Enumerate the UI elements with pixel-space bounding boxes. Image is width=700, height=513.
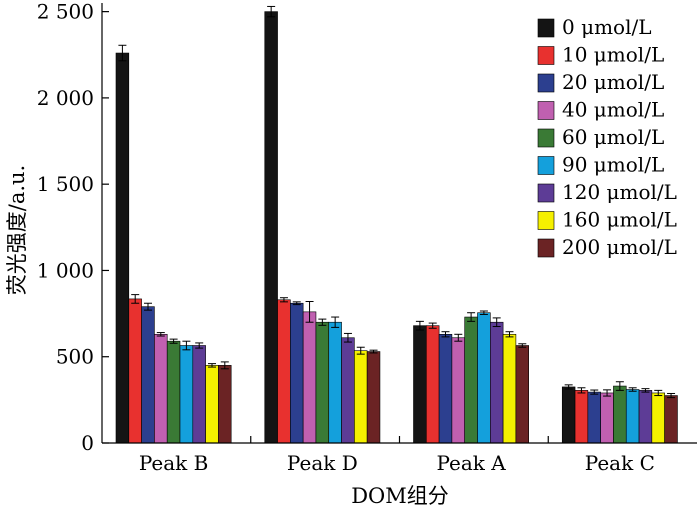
bar (574, 390, 589, 444)
bar (438, 333, 453, 444)
bar (561, 386, 576, 444)
x-axis-label: DOM组分 (351, 484, 449, 508)
bar (218, 365, 232, 444)
legend-swatch (537, 46, 555, 65)
legend-label: 90 μmol/L (562, 153, 664, 177)
legend-label: 0 μmol/L (562, 15, 652, 39)
bar (600, 392, 614, 444)
y-axis-label: 荧光强度/a.u. (5, 165, 29, 295)
x-tick-label: Peak B (139, 451, 209, 475)
x-tick-label: Peak D (287, 451, 358, 475)
legend-label: 20 μmol/L (562, 70, 664, 94)
bar (141, 306, 155, 444)
x-tick-label: Peak C (585, 451, 655, 475)
bar (277, 299, 291, 444)
bar (115, 52, 130, 444)
y-tick-label: 500 (56, 345, 94, 369)
x-axis-ticks: Peak B Peak D Peak A Peak C (139, 436, 655, 475)
y-tick-label: 1 500 (37, 172, 94, 196)
bar (477, 312, 491, 444)
legend-label: 120 μmol/L (562, 180, 677, 204)
bar (264, 11, 278, 444)
bar (413, 325, 427, 444)
legend-label: 40 μmol/L (562, 98, 664, 122)
y-tick-label: 2 000 (37, 86, 94, 110)
legend-label: 160 μmol/L (562, 208, 677, 232)
y-axis-ticks: 0 500 1 000 1 500 2 000 2 500 (37, 0, 109, 455)
bar (154, 333, 168, 444)
legend-swatch (537, 73, 555, 93)
legend-swatch (537, 18, 555, 38)
bar (587, 391, 601, 444)
bar (613, 385, 627, 444)
bar (354, 350, 368, 444)
legend-swatch (537, 183, 555, 203)
bar (625, 389, 640, 444)
plot-area (115, 5, 678, 444)
bar (464, 316, 478, 444)
bar (451, 337, 465, 444)
bar (302, 311, 317, 444)
legend-label: 10 μmol/L (562, 43, 664, 67)
bar (341, 337, 355, 444)
bar (664, 395, 678, 444)
bar (205, 365, 219, 444)
legend: 0 μmol/L 10 μmol/L 20 μmol/L 40 μmol/L 60 μm… (537, 15, 677, 259)
legend-label: 200 μmol/L (562, 235, 677, 259)
y-tick-label: 1 000 (37, 258, 94, 282)
legend-swatch (537, 156, 555, 175)
bar (366, 351, 381, 444)
bar (515, 345, 530, 444)
legend-swatch (537, 238, 555, 258)
bar (651, 392, 665, 444)
y-tick-label: 2 500 (37, 0, 94, 24)
bar (315, 321, 330, 444)
y-tick-label: 0 (81, 431, 94, 455)
bar (489, 321, 504, 444)
bar (638, 390, 653, 444)
legend-swatch (537, 128, 555, 148)
bar (502, 333, 517, 444)
bar (166, 340, 181, 444)
bar (328, 321, 342, 444)
bar (192, 345, 206, 444)
legend-swatch (537, 101, 555, 120)
bar (425, 325, 440, 444)
bar (290, 302, 304, 444)
legend-swatch (537, 211, 555, 230)
bar (179, 345, 194, 444)
x-tick-label: Peak A (436, 451, 506, 475)
legend-label: 60 μmol/L (562, 125, 664, 149)
bar (128, 298, 142, 444)
